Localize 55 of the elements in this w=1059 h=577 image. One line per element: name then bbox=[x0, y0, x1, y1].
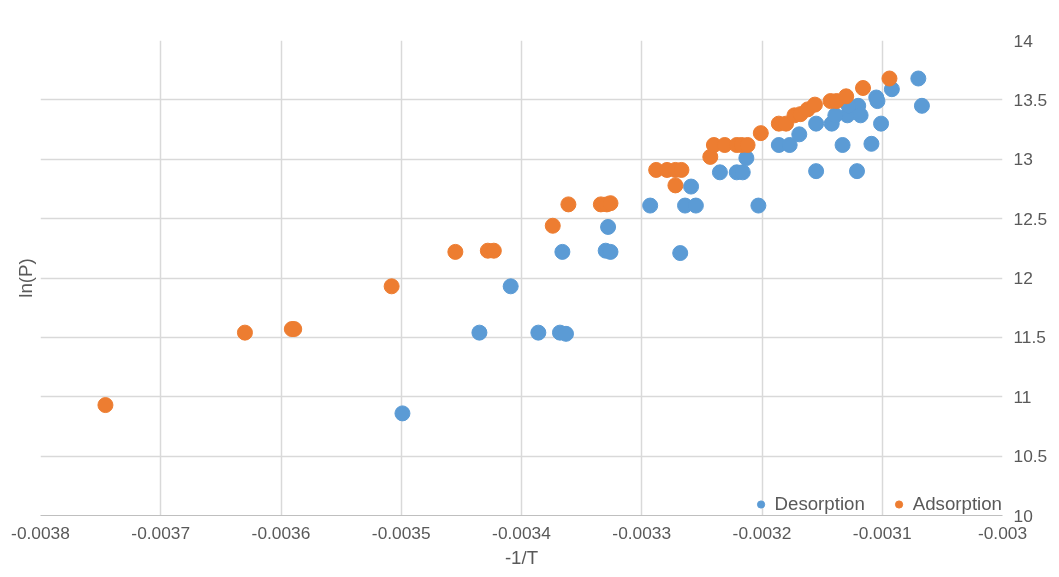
point bbox=[394, 405, 411, 422]
point bbox=[711, 164, 728, 181]
point bbox=[834, 137, 851, 153]
point bbox=[913, 97, 930, 114]
x-tick-label: -0.0036 bbox=[251, 522, 311, 543]
point bbox=[642, 197, 659, 214]
point bbox=[873, 115, 890, 132]
point bbox=[667, 177, 684, 194]
point bbox=[808, 115, 825, 132]
legend-label: Desorption bbox=[774, 493, 865, 515]
point bbox=[738, 150, 755, 167]
y-tick-label: 10.5 bbox=[1013, 446, 1048, 467]
point bbox=[554, 243, 571, 260]
y-axis-title: ln(P) bbox=[14, 258, 36, 298]
point bbox=[544, 217, 561, 234]
point bbox=[806, 96, 823, 113]
point bbox=[383, 278, 400, 295]
point bbox=[502, 278, 519, 295]
point bbox=[881, 70, 898, 87]
point bbox=[750, 197, 767, 214]
x-tick-label: -0.0032 bbox=[732, 522, 792, 543]
x-tick-label: -0.0033 bbox=[612, 522, 672, 543]
point bbox=[471, 324, 488, 341]
y-tick-label: 11.5 bbox=[1013, 327, 1046, 348]
point bbox=[530, 324, 547, 341]
point bbox=[791, 126, 808, 143]
y-tick-label: 14 bbox=[1013, 30, 1034, 51]
point bbox=[560, 196, 577, 213]
point bbox=[236, 324, 253, 341]
y-tick-label: 13 bbox=[1013, 149, 1033, 170]
point bbox=[910, 70, 927, 87]
x-tick-label: -0.0034 bbox=[492, 522, 552, 543]
point bbox=[838, 88, 855, 105]
x-tick-label: -0.0037 bbox=[131, 522, 191, 543]
point bbox=[672, 245, 689, 262]
point bbox=[855, 80, 872, 96]
point bbox=[600, 218, 617, 235]
point bbox=[752, 125, 769, 142]
point bbox=[863, 135, 880, 152]
point bbox=[808, 163, 825, 180]
point bbox=[683, 178, 700, 195]
y-tick-label: 13.5 bbox=[1013, 89, 1048, 110]
x-axis-title: -1/T bbox=[504, 546, 539, 568]
point bbox=[852, 107, 869, 124]
y-tick-label: 11 bbox=[1013, 386, 1032, 407]
point bbox=[97, 397, 114, 414]
x-tick-label: -0.0035 bbox=[371, 522, 431, 543]
y-tick-label: 12 bbox=[1013, 268, 1033, 288]
legend-label: Adsorption bbox=[912, 493, 1002, 515]
x-tick-label: -0.0038 bbox=[11, 522, 70, 543]
x-tick-label: -0.0031 bbox=[852, 522, 912, 543]
point bbox=[447, 243, 464, 260]
y-tick-label: 12.5 bbox=[1013, 208, 1048, 229]
point bbox=[827, 107, 844, 124]
point bbox=[849, 163, 865, 180]
